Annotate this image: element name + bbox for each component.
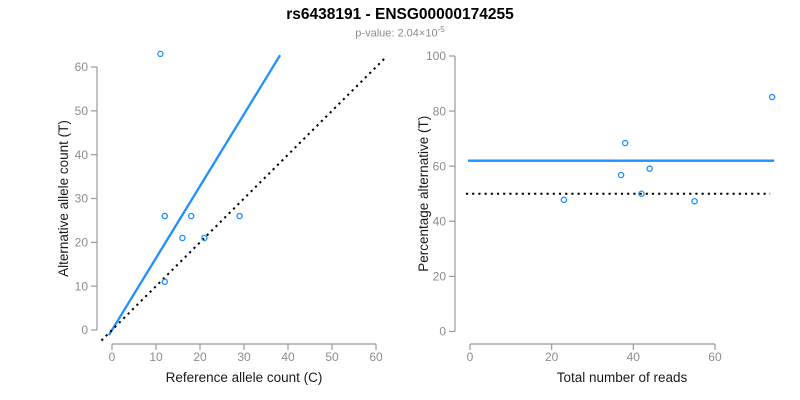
x-tick-label: 20 — [193, 350, 207, 364]
x-tick-label: 50 — [325, 350, 339, 364]
percentage-reads-panel: 0 20 40 60 80 100 0 20 40 60 Total number of reads… — [416, 49, 776, 385]
y-tick-label: 40 — [75, 148, 89, 162]
pvalue-subtitle: p-value: 2.04×10-5 — [0, 25, 800, 40]
data-point — [161, 212, 169, 220]
data-point — [617, 171, 625, 179]
x-tick-label: 40 — [627, 350, 641, 364]
data-point — [621, 139, 629, 147]
y-axis-title: Alternative allele count (T) — [56, 120, 71, 277]
data-point — [638, 190, 645, 197]
x-axis-title: Total number of reads — [557, 370, 688, 385]
y-tick-label: 60 — [433, 159, 447, 173]
x-axis-title: Reference allele count (C) — [166, 370, 323, 385]
y-axis-title: Percentage alternative (T) — [416, 116, 431, 272]
y-tick-label: 20 — [75, 236, 89, 250]
pvalue-prefix: p-value: — [355, 27, 398, 40]
plot-title: rs6438191 - ENSG00000174255 — [286, 6, 514, 23]
y-tick-label: 0 — [439, 325, 446, 339]
y-tick-label: 30 — [75, 192, 89, 206]
x-tick-label: 0 — [109, 350, 116, 364]
x-tick-label: 10 — [149, 350, 163, 364]
x-tick-label: 60 — [708, 350, 722, 364]
x-tick-label: 0 — [467, 350, 474, 364]
x-tick-label: 40 — [281, 350, 295, 364]
data-point — [560, 196, 568, 204]
y-tick-label: 20 — [433, 270, 447, 284]
data-point — [691, 197, 698, 205]
y-tick-label: 60 — [75, 60, 89, 74]
x-tick-label: 60 — [369, 350, 383, 364]
data-point — [161, 278, 169, 286]
data-point — [646, 165, 653, 172]
pvalue-base: 2.04×10 — [397, 27, 438, 40]
data-point — [187, 212, 195, 220]
pvalue-exponent: -5 — [437, 25, 445, 34]
x-tick-label: 30 — [237, 350, 251, 364]
y-tick-label: 0 — [81, 323, 88, 337]
identity-line — [100, 56, 387, 342]
data-point — [157, 50, 164, 58]
fitted-proportion-line — [107, 54, 282, 336]
y-tick-label: 10 — [75, 279, 89, 293]
y-tick-label: 100 — [426, 49, 446, 63]
x-tick-label: 20 — [545, 350, 559, 364]
y-tick-label: 40 — [433, 215, 447, 229]
data-point — [179, 234, 186, 242]
y-tick-label: 80 — [433, 104, 447, 118]
data-point — [201, 234, 208, 242]
allele-counts-panel: 0 10 20 30 40 50 60 0 10 20 30 40 50 60 Reference alle… — [56, 50, 387, 385]
data-point — [768, 93, 776, 101]
data-point — [236, 212, 243, 220]
y-tick-label: 50 — [75, 104, 89, 118]
